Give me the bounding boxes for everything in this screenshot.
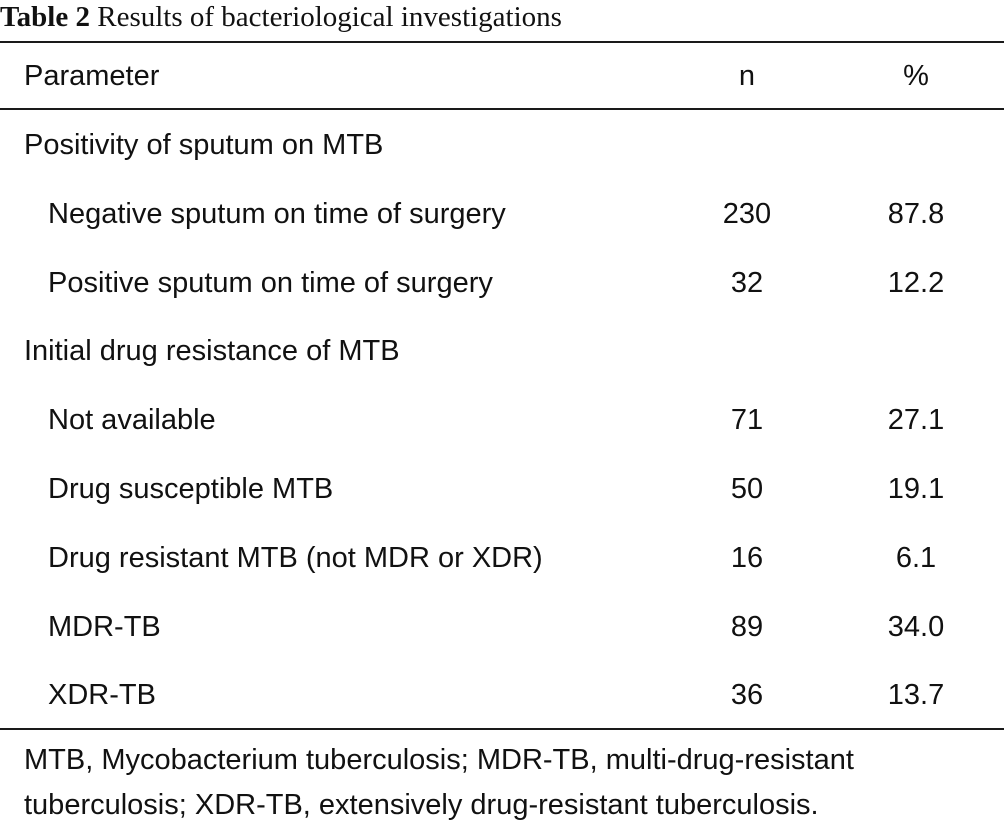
row-parameter: Drug resistant MTB (not MDR or XDR) [48,542,543,574]
header-parameter: Parameter [24,60,160,92]
table-row: Positive sputum on time of surgery 32 12… [0,263,1004,303]
header-n: n [738,60,756,92]
table-row: Drug resistant MTB (not MDR or XDR) 16 6… [0,538,1004,578]
header-percent: % [903,60,929,92]
table-header-rule [0,108,1004,110]
row-percent: 12.2 [887,267,945,299]
row-parameter: Negative sputum on time of surgery [48,198,506,230]
row-parameter: Positive sputum on time of surgery [48,267,493,299]
table-caption-title: Results of bacteriological investigation… [97,1,562,33]
row-n: 36 [730,679,764,711]
row-parameter: XDR-TB [48,679,156,711]
row-percent: 87.8 [887,198,945,230]
row-n: 50 [730,473,764,505]
row-percent: 27.1 [887,404,945,436]
row-percent: 19.1 [887,473,945,505]
row-parameter: Not available [48,404,216,436]
row-parameter: Drug susceptible MTB [48,473,334,505]
table-row: Negative sputum on time of surgery 230 8… [0,194,1004,234]
row-parameter: Positivity of sputum on MTB [24,129,384,161]
table-caption: Table 2 Results of bacteriological inves… [0,2,562,32]
table-row-group-resistance: Initial drug resistance of MTB [0,331,1004,371]
row-percent: 6.1 [895,542,937,574]
row-parameter: MDR-TB [48,611,161,643]
table-header-row: Parameter n % [0,56,1004,96]
table-row: Not available 71 27.1 [0,400,1004,440]
table-top-rule [0,41,1004,43]
row-n: 230 [722,198,772,230]
table-row-group-sputum: Positivity of sputum on MTB [0,125,1004,165]
table-row: XDR-TB 36 13.7 [0,675,1004,715]
row-n: 32 [730,267,764,299]
table-row: Drug susceptible MTB 50 19.1 [0,469,1004,509]
table-bottom-rule [0,728,1004,730]
row-n: 89 [730,611,764,643]
table-row: MDR-TB 89 34.0 [0,607,1004,647]
table-caption-label: Table 2 [0,1,90,33]
row-n: 16 [730,542,764,574]
row-percent: 13.7 [887,679,945,711]
row-n: 71 [730,404,764,436]
table-footnote: MTB, Mycobacterium tuberculosis; MDR-TB,… [24,744,854,821]
row-percent: 34.0 [887,611,945,643]
row-parameter: Initial drug resistance of MTB [24,335,400,367]
